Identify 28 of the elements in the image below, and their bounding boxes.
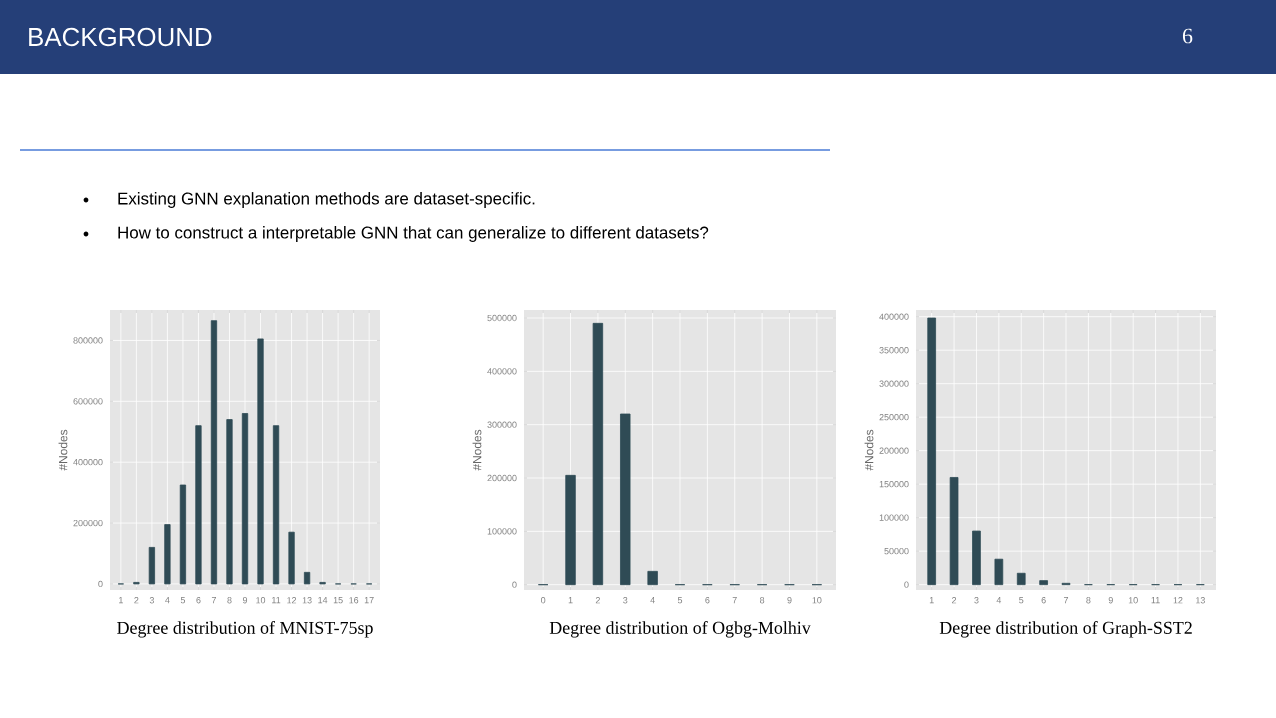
- bar: [1039, 580, 1048, 586]
- bar: [226, 419, 233, 585]
- bar: [148, 546, 156, 585]
- text: How to construct a interpretable GNN that can generalize to different datasets?: [118, 226, 709, 242]
- x-axis-title: Degree distribution of MNIST-75sp: [117, 621, 373, 638]
- bar: [647, 570, 658, 586]
- text: BACKGROUND: [29, 27, 212, 47]
- bar: [565, 474, 576, 586]
- text: Existing GNN explanation methods are dataset-specific.: [118, 192, 535, 208]
- bar: [241, 413, 249, 585]
- x-axis-title: Degree distribution of Ogbg-Molhiv: [549, 621, 811, 638]
- bar: [592, 322, 604, 586]
- bar: [257, 338, 264, 585]
- bar: [179, 484, 187, 585]
- bar: [164, 524, 171, 585]
- bar: [994, 558, 1004, 586]
- bar: [1016, 572, 1026, 586]
- bar: [620, 413, 631, 586]
- bar: [272, 425, 280, 585]
- text: 6: [1182, 28, 1193, 44]
- bar: [303, 571, 311, 585]
- bar: [949, 477, 959, 586]
- bar: [288, 531, 295, 585]
- x-axis-title: Degree distribution of Graph-SST2: [939, 621, 1192, 638]
- bar: [210, 320, 218, 585]
- bar: [972, 530, 981, 586]
- bar: [195, 425, 202, 585]
- bar: [927, 317, 936, 586]
